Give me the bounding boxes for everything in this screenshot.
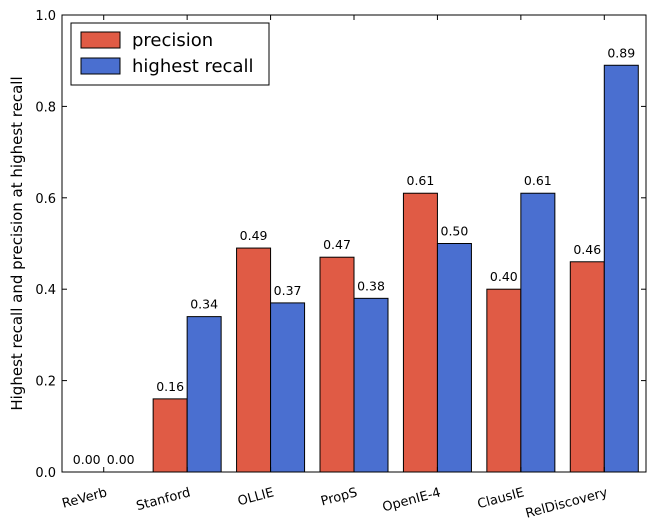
y-tick-label: 0.6 [35, 192, 56, 207]
data-label-highest-recall-clausie: 0.61 [524, 173, 552, 188]
data-label-precision-clausie: 0.40 [490, 269, 518, 284]
legend-label-precision: precision [132, 30, 213, 51]
y-tick-label: 0.4 [35, 283, 56, 298]
bar-precision-openie-4 [402, 192, 438, 473]
bar-precision-reldiscovery [569, 261, 605, 473]
y-tick-label: 0.2 [35, 375, 56, 390]
data-label-highest-recall-ollie: 0.37 [274, 283, 302, 298]
y-tick-label: 1.0 [35, 9, 56, 24]
data-label-precision-reldiscovery: 0.46 [573, 242, 601, 257]
bar-highest-recall-props [353, 297, 389, 473]
data-label-highest-recall-reldiscovery: 0.89 [607, 45, 635, 60]
data-label-precision-ollie: 0.49 [240, 228, 268, 243]
data-label-precision-stanford: 0.16 [156, 379, 184, 394]
x-tick-label-stanford: Stanford [135, 485, 192, 514]
x-tick-label-reverb: ReVerb [60, 485, 108, 511]
legend-swatch-precision [80, 31, 121, 49]
x-tick-label-clausie: ClausIE [476, 485, 526, 512]
bar-highest-recall-ollie [270, 302, 306, 473]
data-label-precision-props: 0.47 [323, 237, 351, 252]
y-axis-title: Highest recall and precision at highest … [8, 76, 26, 410]
legend-label-highest-recall: highest recall [132, 56, 253, 77]
bar-precision-clausie [486, 288, 522, 473]
legend: precision highest recall [70, 22, 270, 86]
data-label-highest-recall-stanford: 0.34 [190, 297, 218, 312]
x-tick-label-reldiscovery: RelDiscovery [524, 485, 610, 519]
data-label-highest-recall-openie-4: 0.50 [441, 224, 469, 239]
bars-layer [152, 64, 639, 473]
legend-swatch-highest-recall [80, 57, 121, 75]
bar-precision-props [319, 256, 355, 473]
x-tick-label-openie-4: OpenIE-4 [381, 485, 443, 515]
bar-highest-recall-openie-4 [436, 243, 472, 473]
bar-precision-ollie [236, 247, 272, 473]
data-labels-layer: 0.00 0.00 0.16 0.34 0.49 0.37 0.47 0.38 0.61 0.50… [73, 45, 635, 467]
data-label-highest-recall-reverb: 0.00 [107, 452, 135, 467]
data-label-precision-openie-4: 0.61 [407, 173, 435, 188]
bar-highest-recall-reldiscovery [603, 64, 639, 473]
x-tick-label-ollie: OLLIE [236, 485, 275, 509]
bar-highest-recall-stanford [186, 316, 222, 473]
bar-highest-recall-clausie [520, 192, 556, 473]
data-label-highest-recall-props: 0.38 [357, 278, 385, 293]
data-label-precision-reverb: 0.00 [73, 452, 101, 467]
x-tick-label-props: PropS [319, 485, 359, 509]
y-tick-label: 0.0 [35, 466, 56, 481]
y-tick-label: 0.8 [35, 100, 56, 115]
bar-precision-stanford [152, 398, 188, 473]
